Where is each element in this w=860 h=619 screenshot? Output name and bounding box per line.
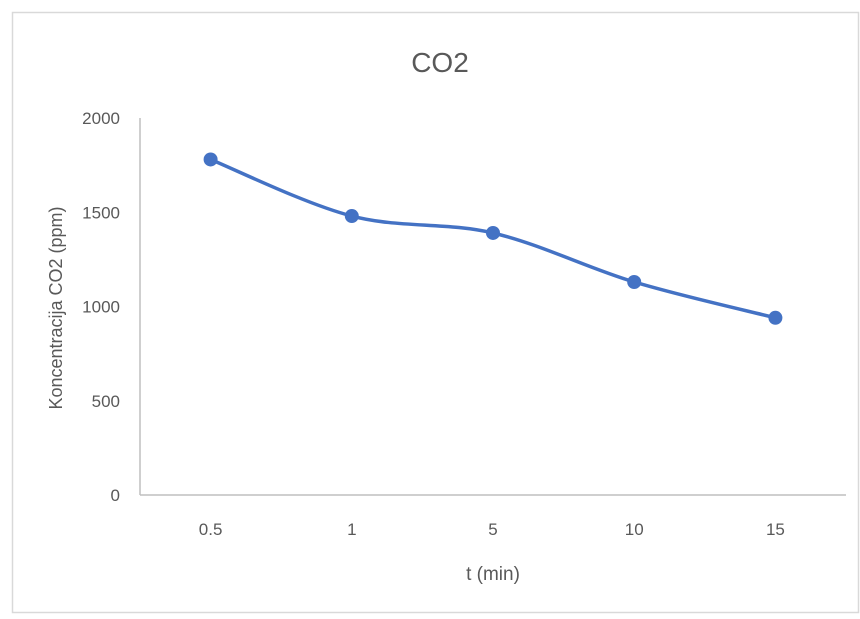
chart-title: CO2 xyxy=(411,47,469,78)
y-tick-label: 1500 xyxy=(82,203,120,222)
chart-border xyxy=(11,11,860,614)
y-tick-label: 2000 xyxy=(82,109,120,128)
data-point xyxy=(627,274,642,289)
y-axis-label: Koncentracija CO2 (ppm) xyxy=(46,206,66,409)
data-point xyxy=(344,209,359,224)
x-axis-ticks: 0.5 1 5 10 15 xyxy=(199,520,785,539)
x-tick-label: 15 xyxy=(766,520,785,539)
x-tick-label: 5 xyxy=(488,520,497,539)
y-tick-label: 500 xyxy=(92,392,120,411)
data-point xyxy=(203,152,218,167)
x-tick-label: 1 xyxy=(347,520,356,539)
x-tick-label: 10 xyxy=(625,520,644,539)
series-layer xyxy=(203,152,783,325)
x-axis-label: t (min) xyxy=(466,564,520,585)
y-tick-label: 0 xyxy=(111,486,120,505)
data-point xyxy=(486,225,500,240)
y-tick-label: 1000 xyxy=(82,298,120,317)
data-point xyxy=(768,310,783,325)
x-tick-label: 0.5 xyxy=(199,520,223,539)
y-axis-ticks: 0 500 1000 1500 2000 xyxy=(82,109,120,505)
